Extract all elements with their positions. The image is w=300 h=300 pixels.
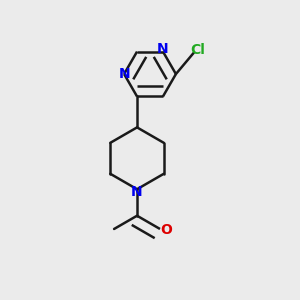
- Text: N: N: [118, 67, 130, 81]
- Text: O: O: [160, 224, 172, 237]
- Text: N: N: [131, 185, 143, 199]
- Text: Cl: Cl: [190, 43, 205, 57]
- Text: N: N: [157, 42, 169, 56]
